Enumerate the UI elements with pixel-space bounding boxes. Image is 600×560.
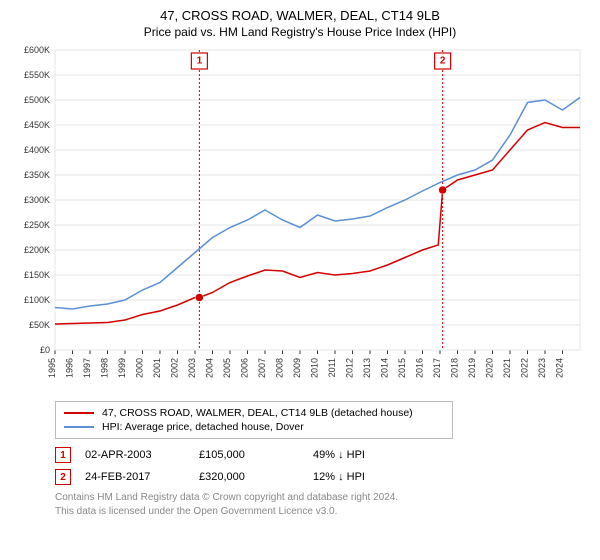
- sale-date: 24-FEB-2017: [85, 471, 185, 483]
- svg-text:2023: 2023: [537, 358, 547, 378]
- svg-text:2: 2: [440, 56, 446, 67]
- svg-text:2003: 2003: [187, 358, 197, 378]
- legend-item: 47, CROSS ROAD, WALMER, DEAL, CT14 9LB (…: [64, 406, 444, 420]
- svg-text:£100K: £100K: [24, 295, 50, 305]
- svg-text:2005: 2005: [222, 358, 232, 378]
- svg-text:2021: 2021: [502, 358, 512, 378]
- svg-text:1996: 1996: [65, 358, 75, 378]
- svg-text:2013: 2013: [362, 358, 372, 378]
- svg-text:£150K: £150K: [24, 270, 50, 280]
- sale-delta: 12% ↓ HPI: [313, 471, 413, 483]
- svg-text:2008: 2008: [275, 358, 285, 378]
- svg-text:2001: 2001: [152, 358, 162, 378]
- sale-price: £105,000: [199, 449, 299, 461]
- legend-label: HPI: Average price, detached house, Dove…: [102, 421, 304, 433]
- legend-swatch-hpi: [64, 426, 94, 428]
- legend-swatch-property: [64, 412, 94, 414]
- svg-text:£50K: £50K: [29, 320, 50, 330]
- sale-date: 02-APR-2003: [85, 449, 185, 461]
- chart-subtitle: Price paid vs. HM Land Registry's House …: [10, 25, 590, 39]
- legend: 47, CROSS ROAD, WALMER, DEAL, CT14 9LB (…: [55, 401, 453, 439]
- svg-text:2019: 2019: [467, 358, 477, 378]
- svg-text:1: 1: [197, 56, 203, 67]
- svg-text:£600K: £600K: [24, 45, 50, 55]
- svg-text:£350K: £350K: [24, 170, 50, 180]
- svg-text:£0: £0: [40, 345, 50, 355]
- svg-text:£300K: £300K: [24, 195, 50, 205]
- table-row: 1 02-APR-2003 £105,000 49% ↓ HPI: [55, 447, 590, 463]
- svg-text:2002: 2002: [170, 358, 180, 378]
- price-chart: £0 £50K £100K £150K £200K £250K £300K £350K £400…: [10, 45, 590, 395]
- svg-text:£400K: £400K: [24, 145, 50, 155]
- sale-marker-1: 1: [55, 447, 71, 463]
- footer-attribution: Contains HM Land Registry data © Crown c…: [55, 491, 590, 518]
- svg-text:2009: 2009: [292, 358, 302, 378]
- legend-label: 47, CROSS ROAD, WALMER, DEAL, CT14 9LB (…: [102, 407, 413, 419]
- svg-text:2022: 2022: [520, 358, 530, 378]
- svg-text:2017: 2017: [432, 358, 442, 378]
- table-row: 2 24-FEB-2017 £320,000 12% ↓ HPI: [55, 469, 590, 485]
- svg-text:2012: 2012: [345, 358, 355, 378]
- svg-text:1995: 1995: [47, 358, 57, 378]
- legend-item: HPI: Average price, detached house, Dove…: [64, 420, 444, 434]
- svg-text:2024: 2024: [555, 358, 565, 378]
- svg-text:2010: 2010: [310, 358, 320, 378]
- svg-text:1998: 1998: [100, 358, 110, 378]
- svg-text:2018: 2018: [450, 358, 460, 378]
- svg-text:£450K: £450K: [24, 120, 50, 130]
- svg-text:2015: 2015: [397, 358, 407, 378]
- sale-delta: 49% ↓ HPI: [313, 449, 413, 461]
- svg-text:2016: 2016: [415, 358, 425, 378]
- svg-text:1997: 1997: [82, 358, 92, 378]
- sales-table: 1 02-APR-2003 £105,000 49% ↓ HPI 2 24-FE…: [55, 447, 590, 485]
- svg-text:2014: 2014: [380, 358, 390, 378]
- svg-text:£200K: £200K: [24, 245, 50, 255]
- svg-text:£550K: £550K: [24, 70, 50, 80]
- svg-text:2011: 2011: [327, 358, 337, 377]
- svg-text:2004: 2004: [205, 358, 215, 378]
- svg-text:2020: 2020: [485, 358, 495, 378]
- sale-marker-2: 2: [55, 469, 71, 485]
- svg-text:2000: 2000: [135, 358, 145, 378]
- chart-title: 47, CROSS ROAD, WALMER, DEAL, CT14 9LB: [10, 8, 590, 23]
- svg-text:£250K: £250K: [24, 220, 50, 230]
- sale-price: £320,000: [199, 471, 299, 483]
- svg-text:2006: 2006: [240, 358, 250, 378]
- svg-text:£500K: £500K: [24, 95, 50, 105]
- svg-text:2007: 2007: [257, 358, 267, 378]
- svg-text:1999: 1999: [117, 358, 127, 378]
